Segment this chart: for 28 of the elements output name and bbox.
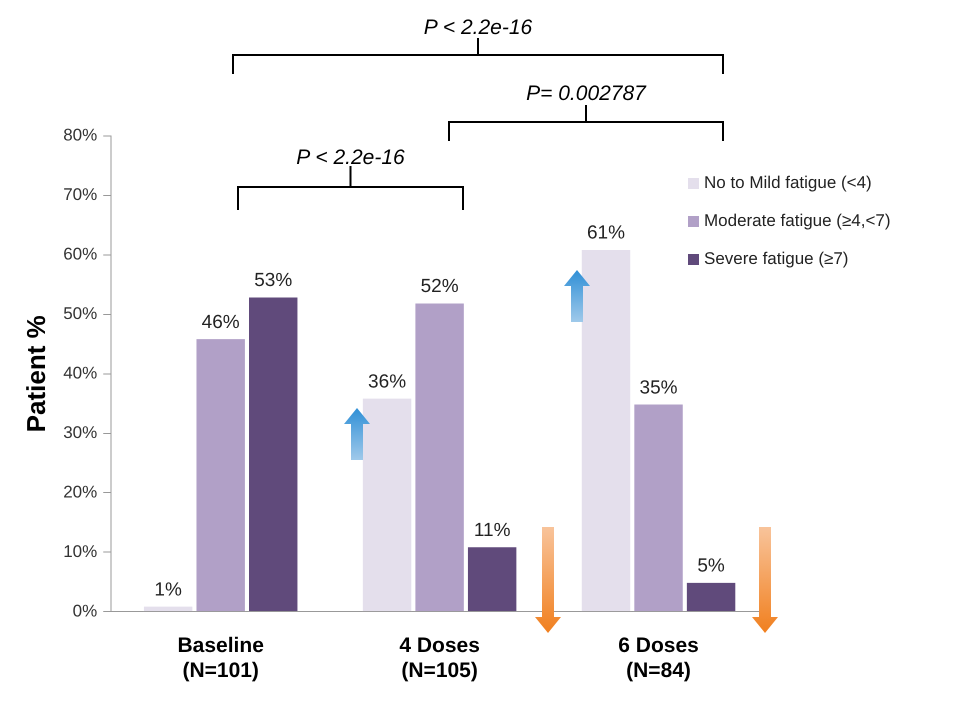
annotation: P < 2.2e-16 bbox=[295, 146, 406, 170]
data-label: 53% bbox=[254, 270, 292, 292]
y-tick-label: 30% bbox=[63, 422, 98, 442]
y-tick-label: 20% bbox=[63, 482, 98, 502]
y-tick-label: 50% bbox=[63, 304, 98, 324]
data-label: 52% bbox=[420, 276, 459, 298]
x-tick-label: 6 Doses (N=84) bbox=[618, 634, 699, 682]
legend-label: No to Mild fatigue (<4) bbox=[704, 173, 872, 193]
legend-label: Severe fatigue (≥7) bbox=[704, 249, 848, 269]
y-tick-label: 10% bbox=[63, 542, 98, 561]
data-label: 35% bbox=[640, 377, 678, 398]
x-tick-label: Baseline (N=101) bbox=[177, 634, 264, 682]
y-tick-label: 70% bbox=[63, 185, 98, 204]
y-axis-title: Patient % bbox=[20, 315, 51, 432]
data-label: 11% bbox=[474, 520, 511, 541]
legend-label: Moderate fatigue (≥4,<7) bbox=[704, 211, 891, 231]
x-tick-label: 4 Doses (N=105) bbox=[399, 634, 480, 682]
data-label: 46% bbox=[202, 312, 240, 333]
text: P= 0.002787 bbox=[525, 82, 648, 106]
text: P < 2.2e-16 bbox=[422, 16, 534, 40]
y-tick-label: 60% bbox=[63, 244, 98, 264]
y-tick-label: 0% bbox=[72, 601, 98, 620]
data-label: 1% bbox=[154, 579, 182, 600]
data-label: 5% bbox=[697, 556, 725, 577]
y-tick-label: 80% bbox=[63, 126, 98, 145]
data-label: 61% bbox=[586, 222, 626, 244]
data-label: 36% bbox=[368, 371, 406, 392]
y-tick-label: 40% bbox=[63, 363, 98, 382]
